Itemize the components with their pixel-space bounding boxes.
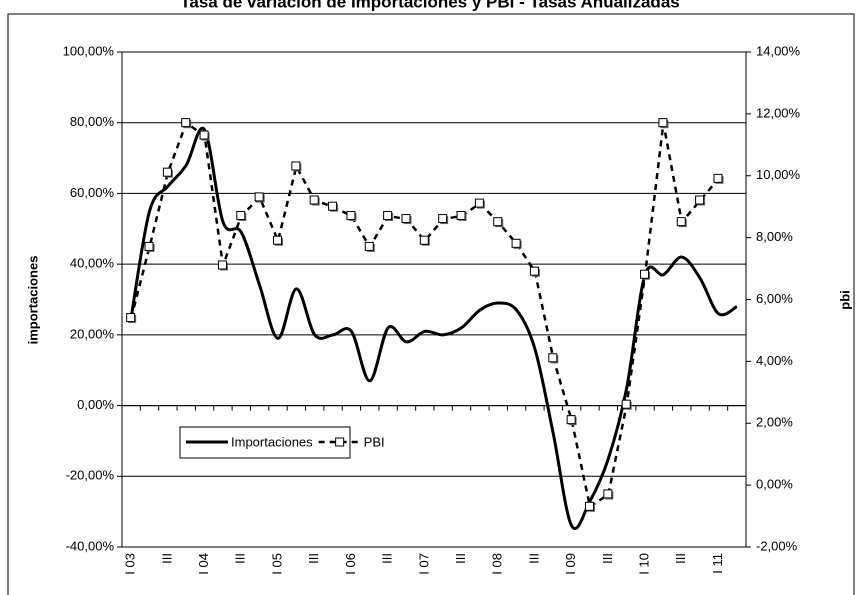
x-tick-label: I 04 xyxy=(196,553,211,575)
x-tick-label: I 10 xyxy=(636,553,651,575)
y-tick-label: 80,00% xyxy=(70,114,115,129)
y2-tick-label: 14,00% xyxy=(756,43,801,58)
x-tick-label: III xyxy=(233,553,248,564)
y2-axis-title: pbi xyxy=(837,290,852,310)
point-marker xyxy=(254,192,264,202)
x-tick-label: I 07 xyxy=(416,553,431,575)
point-marker xyxy=(603,489,613,499)
legend-label: PBI xyxy=(364,434,385,449)
point-marker xyxy=(474,198,484,208)
legend-label: Importaciones xyxy=(231,434,313,449)
point-marker xyxy=(236,210,246,220)
point-marker xyxy=(548,353,558,363)
y2-tick-label: -2,00% xyxy=(756,538,798,553)
point-marker xyxy=(640,269,650,279)
point-marker xyxy=(419,235,429,245)
legend-marker xyxy=(335,437,345,447)
x-tick-label: I 06 xyxy=(343,553,358,575)
y2-tick-label: 4,00% xyxy=(756,353,793,368)
x-tick-label: III xyxy=(600,553,615,564)
x-tick-label: I 11 xyxy=(710,553,725,574)
y2-tick-label: 10,00% xyxy=(756,167,801,182)
x-tick-label: III xyxy=(673,553,688,564)
y-axis-title: importaciones xyxy=(25,256,40,345)
point-marker xyxy=(181,118,191,128)
series-line xyxy=(129,126,738,530)
y2-tick-label: 8,00% xyxy=(756,229,793,244)
point-marker xyxy=(529,266,539,276)
x-tick-label: III xyxy=(453,553,468,564)
point-marker xyxy=(713,173,723,183)
y2-tick-label: 12,00% xyxy=(756,105,801,120)
point-marker xyxy=(676,217,686,227)
point-marker xyxy=(217,260,227,270)
x-tick-label: I 09 xyxy=(563,553,578,575)
x-tick-label: III xyxy=(380,553,395,564)
point-marker xyxy=(621,399,631,409)
y-tick-label: 100,00% xyxy=(63,43,115,58)
point-marker xyxy=(566,415,576,425)
y2-tick-label: 6,00% xyxy=(756,291,793,306)
x-tick-label: I 05 xyxy=(269,553,284,575)
point-marker xyxy=(309,195,319,205)
x-tick-label: III xyxy=(159,553,174,564)
y2-tick-label: 2,00% xyxy=(756,415,793,430)
y2-tick-label: 0,00% xyxy=(756,477,793,492)
legend: Importaciones PBI xyxy=(179,426,385,459)
point-marker xyxy=(658,118,668,128)
y-tick-label: 0,00% xyxy=(77,397,114,412)
x-tick-label: III xyxy=(306,553,321,564)
point-marker xyxy=(401,214,411,224)
point-marker xyxy=(291,161,301,171)
point-marker xyxy=(438,214,448,224)
point-marker xyxy=(126,313,136,323)
point-marker xyxy=(144,241,154,251)
point-marker xyxy=(493,217,503,227)
y-tick-label: 20,00% xyxy=(70,326,115,341)
point-marker xyxy=(585,501,594,511)
point-marker xyxy=(383,210,393,220)
chart-frame xyxy=(7,13,855,595)
point-marker xyxy=(328,201,338,211)
x-tick-label: I 08 xyxy=(490,553,505,575)
x-tick-label: I 03 xyxy=(123,553,138,575)
point-marker xyxy=(364,241,374,251)
series-line xyxy=(129,121,720,509)
y-tick-label: -40,00% xyxy=(66,538,115,553)
point-marker xyxy=(695,195,705,205)
x-tick-label: III xyxy=(526,553,541,564)
y-tick-label: 40,00% xyxy=(70,256,115,271)
point-marker xyxy=(273,235,282,245)
point-marker xyxy=(456,210,466,220)
point-marker xyxy=(162,167,172,177)
chart-title: Tasa de variación de Importaciones y PBI… xyxy=(180,0,679,11)
y-tick-label: -20,00% xyxy=(66,468,115,483)
point-marker xyxy=(346,210,356,220)
point-marker xyxy=(199,130,209,140)
point-marker xyxy=(511,238,521,248)
y-tick-label: 60,00% xyxy=(70,185,115,200)
